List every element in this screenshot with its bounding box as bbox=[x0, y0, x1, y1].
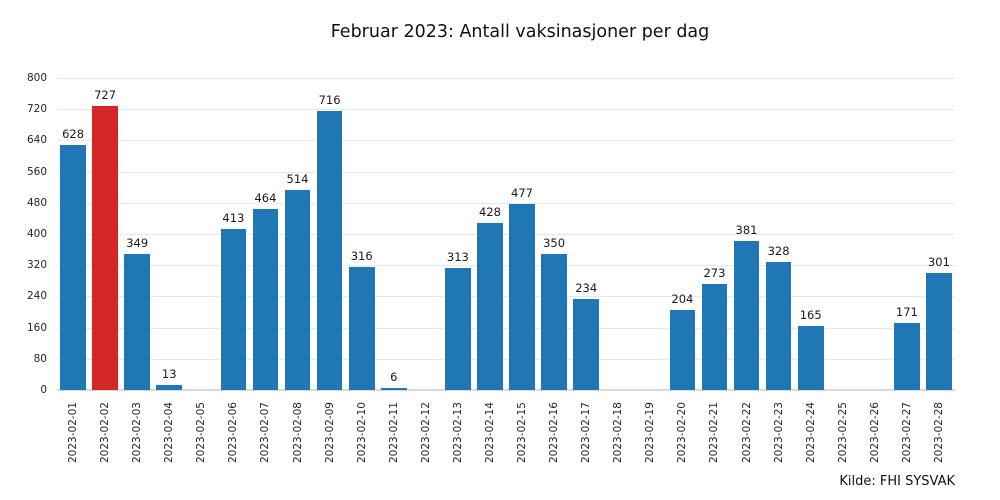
bar-value-label: 6 bbox=[390, 369, 398, 384]
x-tick-label: 2023-02-21 bbox=[708, 402, 721, 464]
bar bbox=[894, 323, 920, 390]
chart-title: Februar 2023: Antall vaksinasjoner per d… bbox=[330, 22, 710, 42]
y-tick-label: 240 bbox=[26, 290, 47, 303]
x-tick-label: 2023-02-10 bbox=[355, 402, 368, 464]
gridline bbox=[57, 109, 955, 111]
y-tick-label: 800 bbox=[26, 72, 47, 84]
x-axis-baseline bbox=[57, 389, 955, 391]
bar bbox=[156, 384, 183, 390]
source-label: Kilde: FHI SYSVAK bbox=[839, 474, 955, 489]
bar-value-label: 413 bbox=[222, 210, 245, 225]
x-tick-label: 2023-02-13 bbox=[451, 402, 464, 464]
bar-value-label: 628 bbox=[62, 127, 85, 142]
x-tick-label: 2023-02-11 bbox=[387, 402, 400, 464]
bar bbox=[733, 241, 760, 390]
bar bbox=[252, 209, 279, 390]
gridline bbox=[57, 234, 955, 235]
bar-value-label: 204 bbox=[671, 292, 694, 307]
x-tick-label: 2023-02-23 bbox=[772, 402, 785, 464]
bar-value-label: 464 bbox=[254, 191, 277, 206]
x-tick-label: 2023-02-15 bbox=[516, 402, 529, 464]
x-tick-label: 2023-02-02 bbox=[99, 402, 112, 464]
gridline bbox=[57, 296, 955, 298]
x-tick-label: 2023-02-20 bbox=[676, 402, 689, 464]
bar bbox=[669, 310, 696, 390]
x-tick-label: 2023-02-26 bbox=[868, 402, 881, 464]
x-tick-label: 2023-02-18 bbox=[612, 402, 625, 464]
bar bbox=[380, 387, 407, 390]
x-tick-label: 2023-02-07 bbox=[259, 402, 272, 464]
y-tick-label: 320 bbox=[26, 259, 47, 272]
bar bbox=[124, 253, 150, 390]
bar bbox=[765, 262, 792, 390]
y-tick-label: 640 bbox=[26, 134, 47, 147]
bar bbox=[220, 228, 247, 390]
y-tick-label: 720 bbox=[26, 103, 47, 116]
x-tick-label: 2023-02-16 bbox=[548, 402, 561, 464]
bar bbox=[445, 267, 471, 390]
gridline bbox=[57, 327, 955, 329]
x-tick-label: 2023-02-28 bbox=[932, 402, 945, 464]
x-tick-label: 2023-02-22 bbox=[740, 402, 753, 464]
bar-value-label: 349 bbox=[126, 235, 149, 250]
bar-highlighted bbox=[92, 106, 118, 390]
x-tick-label: 2023-02-24 bbox=[804, 402, 817, 464]
bar bbox=[541, 253, 567, 390]
y-tick-label: 560 bbox=[26, 165, 47, 178]
bar bbox=[509, 203, 535, 390]
x-tick-label: 2023-02-27 bbox=[900, 402, 913, 464]
bar bbox=[348, 266, 375, 390]
bar bbox=[284, 189, 311, 390]
x-tick-label: 2023-02-19 bbox=[644, 402, 657, 464]
y-tick-label: 480 bbox=[26, 196, 47, 209]
bar-value-label: 165 bbox=[799, 307, 822, 322]
bar-value-label: 477 bbox=[511, 185, 533, 200]
y-tick-label: 160 bbox=[26, 321, 47, 334]
bar bbox=[573, 298, 599, 390]
x-tick-label: 2023-02-06 bbox=[227, 402, 240, 464]
bar-value-label: 171 bbox=[895, 305, 918, 320]
bar-value-label: 13 bbox=[161, 366, 177, 381]
x-tick-label: 2023-02-25 bbox=[836, 402, 849, 464]
x-tick-label: 2023-02-12 bbox=[419, 402, 432, 464]
bar bbox=[701, 283, 728, 390]
x-tick-label: 2023-02-08 bbox=[291, 402, 304, 464]
bar bbox=[797, 325, 824, 390]
plot-area: 628 727 349 13 413 464 514 716 316 6 313 428 477 350 2… bbox=[57, 78, 955, 391]
bar-value-label: 301 bbox=[927, 254, 950, 269]
gridline bbox=[57, 358, 955, 360]
bar-value-label: 328 bbox=[767, 244, 790, 259]
bar-value-label: 316 bbox=[350, 248, 373, 263]
x-tick-label: 2023-02-14 bbox=[483, 402, 496, 464]
x-tick-label: 2023-02-03 bbox=[131, 402, 144, 464]
bar-value-label: 716 bbox=[318, 92, 341, 107]
x-tick-label: 2023-02-04 bbox=[163, 402, 176, 464]
gridline bbox=[57, 265, 955, 267]
x-tick-label: 2023-02-17 bbox=[580, 402, 593, 464]
bar-value-label: 428 bbox=[478, 205, 501, 220]
bar-value-label: 313 bbox=[446, 249, 469, 264]
y-tick-label: 400 bbox=[26, 228, 47, 240]
bar bbox=[926, 272, 952, 390]
x-tick-label: 2023-02-05 bbox=[195, 402, 208, 464]
y-tick-label: 0 bbox=[40, 384, 47, 396]
gridline bbox=[57, 140, 955, 142]
x-tick-label: 2023-02-09 bbox=[323, 402, 336, 464]
x-tick-label: 2023-02-01 bbox=[67, 402, 80, 464]
y-tick-label: 80 bbox=[33, 352, 47, 365]
bar bbox=[60, 145, 86, 390]
bar-value-label: 381 bbox=[735, 223, 758, 238]
bar-value-label: 234 bbox=[575, 280, 598, 295]
bar-value-label: 514 bbox=[286, 171, 309, 186]
bar-value-label: 273 bbox=[703, 265, 726, 280]
gridline bbox=[57, 171, 955, 173]
gridline bbox=[57, 78, 955, 79]
gridline bbox=[57, 202, 955, 204]
bar bbox=[477, 223, 503, 390]
bar bbox=[316, 110, 343, 390]
bar-value-label: 727 bbox=[94, 88, 117, 103]
bar-value-label: 350 bbox=[543, 235, 566, 250]
